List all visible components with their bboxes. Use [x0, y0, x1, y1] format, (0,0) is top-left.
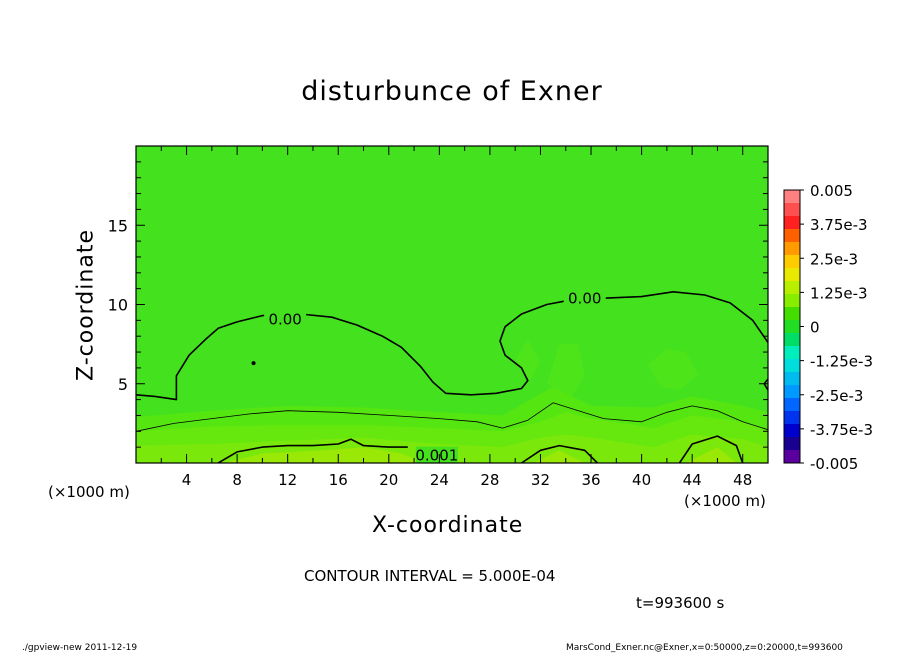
x-tick-label: 24 [430, 471, 449, 489]
footer-right-text: MarsCond_Exner.nc@Exner,x=0:50000,z=0:20… [566, 643, 843, 653]
x-tick-label: 8 [232, 471, 242, 489]
x-unit-label-right: (×1000 m) [684, 492, 766, 510]
x-axis-label: X-coordinate [372, 513, 524, 538]
colorbar-label: 0.005 [810, 182, 853, 200]
colorbar-label: -0.005 [810, 455, 858, 473]
colorbar-segment [784, 229, 800, 243]
colorbar-segment [784, 242, 800, 256]
fill-patch [546, 344, 585, 397]
colorbar-label: -3.75e-3 [810, 421, 873, 439]
colorbar-segment [784, 424, 800, 438]
colorbar-segment [784, 203, 800, 217]
colorbar-segment [784, 268, 800, 282]
contour-point [251, 361, 256, 366]
colorbar-segment [784, 307, 800, 321]
x-tick-label: 12 [278, 471, 297, 489]
colorbar-segment [784, 216, 800, 230]
colorbar-segment [784, 450, 800, 464]
y-tick-label: 10 [108, 296, 128, 315]
contour-line [217, 438, 408, 463]
x-tick-label: 4 [182, 471, 192, 489]
y-tick-label: 15 [108, 216, 128, 235]
x-unit-label-left: (×1000 m) [48, 483, 130, 501]
x-tick-label: 44 [683, 471, 702, 489]
colorbar-label: 1.25e-3 [810, 284, 868, 302]
chart-title: disturbunce of Exner [301, 76, 603, 107]
x-tick-label: 20 [379, 471, 398, 489]
colorbar-label: -2.5e-3 [810, 387, 863, 405]
contour-label: 0.00 [568, 290, 601, 308]
x-tick-label: 32 [531, 471, 550, 489]
colorbar-segment [784, 281, 800, 295]
colorbar-segment [784, 320, 800, 334]
contour-line [136, 402, 768, 432]
contour-layer: 0.00 0.00 0.001 [136, 289, 768, 465]
x-tick-label: 36 [581, 471, 600, 489]
x-tick-label: 28 [480, 471, 499, 489]
contour-label: 0.00 [268, 310, 301, 328]
colorbar-segment [784, 190, 800, 204]
contour-label-bg [415, 446, 458, 463]
contour-line [521, 444, 598, 463]
time-label: t=993600 s [636, 594, 725, 612]
colorbar-segment [784, 346, 800, 360]
colorbar-label: -1.25e-3 [810, 353, 873, 371]
x-tick-label: 16 [329, 471, 348, 489]
contour-label: 0.001 [415, 447, 458, 465]
colorbar-segment [784, 398, 800, 412]
colorbar-segment [784, 385, 800, 399]
colorbar-label: 3.75e-3 [810, 216, 868, 234]
colorbar-segment [784, 359, 800, 373]
contour-line [678, 435, 744, 463]
contour-label-bg [264, 310, 307, 327]
footer-left-text: ./gpview-new 2011-12-19 [22, 643, 138, 653]
colorbar-segment [784, 411, 800, 425]
x-tick-label: 40 [632, 471, 651, 489]
colorbar-segment [784, 372, 800, 386]
y-tick-label: 5 [118, 375, 128, 394]
fill-patch [515, 339, 541, 381]
colorbar-segment [784, 437, 800, 451]
contour-label-bg [563, 289, 606, 306]
x-tick-label: 48 [733, 471, 752, 489]
contour-interval-text: CONTOUR INTERVAL = 5.000E-04 [304, 567, 556, 585]
colorbar-segment [784, 333, 800, 347]
contour-line [136, 290, 768, 401]
colorbar-label: 0 [810, 319, 820, 337]
fill-band [224, 447, 737, 463]
colorbar-segment [784, 294, 800, 308]
colorbar-label: 2.5e-3 [810, 250, 858, 268]
colorbar-segment [784, 255, 800, 269]
fill-patch [647, 348, 699, 391]
